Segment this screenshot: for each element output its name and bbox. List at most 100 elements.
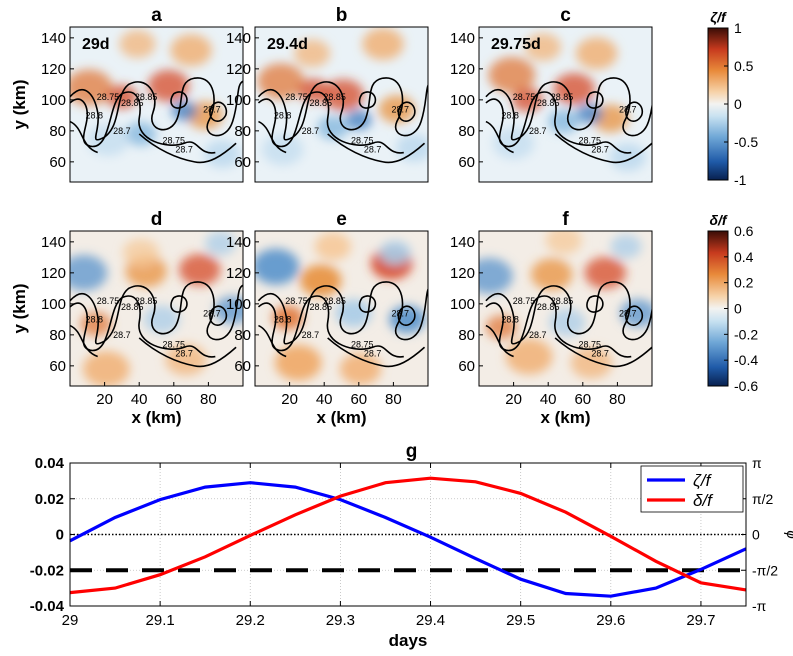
density-contour-1 xyxy=(485,91,632,154)
contour-label: 28.7 xyxy=(364,349,382,359)
field-feature xyxy=(492,127,535,160)
field-feature xyxy=(82,350,130,386)
density-contour-4 xyxy=(625,305,644,326)
density-contour-0 xyxy=(70,281,243,345)
field-feature xyxy=(545,231,582,255)
density-contours xyxy=(70,281,243,368)
y-tick-label: 120 xyxy=(41,265,66,282)
right-tick-label: 0 xyxy=(752,527,760,543)
field-feature xyxy=(505,338,553,375)
contour-label: 28.7 xyxy=(203,308,221,318)
legend: ζ/fδ/f xyxy=(640,465,744,513)
time-label-b: 29.4d xyxy=(267,36,308,53)
x-tick-label: 40 xyxy=(316,391,333,408)
contour-label: 28.75 xyxy=(285,296,308,306)
density-contour-1 xyxy=(485,295,632,358)
field-feature xyxy=(570,346,613,379)
density-contours xyxy=(70,77,243,164)
y-tick-label: 120 xyxy=(226,61,251,78)
x-tick-label: 80 xyxy=(385,391,402,408)
colorbar-tick-label: 0 xyxy=(734,96,742,112)
right-axis-label: ϕ xyxy=(783,530,793,538)
density-contours xyxy=(257,281,428,368)
field-blobs xyxy=(488,33,646,172)
colorbar-tick-label: 0.6 xyxy=(734,223,754,239)
y-tick-label: -0.04 xyxy=(30,598,65,615)
contour-label: 28.75 xyxy=(578,135,601,145)
y-tick-label: 120 xyxy=(450,265,475,282)
contour-label: 28.75 xyxy=(163,339,186,349)
contour-label: 28.7 xyxy=(364,145,382,155)
x-tick-label: 29.2 xyxy=(236,612,265,629)
x-tick-label: 29.4 xyxy=(416,612,445,629)
density-contours xyxy=(257,77,428,164)
y-tick-label: 60 xyxy=(234,358,251,375)
panel-frame xyxy=(478,26,653,183)
y-tick-label: 0 xyxy=(56,527,64,544)
y-tick-label: 100 xyxy=(41,92,66,109)
field-feature xyxy=(584,256,627,289)
colorbar-tick-label: 0.4 xyxy=(734,249,754,265)
colorbar-vort: ζ/f 1 0.5 0 -0.5 -1 xyxy=(707,9,758,188)
contour-label: 28.85 xyxy=(551,92,574,102)
panel-letter-f: f xyxy=(562,209,569,230)
field-feature xyxy=(479,257,513,294)
field-feature xyxy=(298,78,330,103)
map-panel-e: 28.7528.8528.7528.728.728.828.8528.7e608… xyxy=(226,209,429,427)
contour-label: 28.7 xyxy=(175,349,193,359)
field-feature xyxy=(379,240,411,265)
field-feature xyxy=(575,37,618,70)
field-feature xyxy=(214,296,243,325)
field-feature xyxy=(70,69,113,106)
field-feature xyxy=(255,248,300,285)
contour-label: 28.7 xyxy=(619,308,637,318)
density-contour-2 xyxy=(485,324,652,368)
density-contour-0 xyxy=(485,77,652,141)
x-tick-label: 40 xyxy=(131,391,148,408)
panel-frame xyxy=(254,230,429,387)
y-tick-label: 0.02 xyxy=(35,491,64,508)
panel-frame xyxy=(478,230,653,387)
panel-letter-e: e xyxy=(336,209,347,230)
x-tick-label: 40 xyxy=(540,391,557,408)
field-feature xyxy=(553,73,595,105)
contour-label: 28.8 xyxy=(85,314,103,324)
field-feature xyxy=(125,121,157,146)
density-contours xyxy=(485,77,652,164)
contour-label: 28.75 xyxy=(97,92,120,102)
panel-letter-g: g xyxy=(406,441,418,462)
contour-label: 28.7 xyxy=(529,126,547,136)
time-label-c: 29.75d xyxy=(491,36,541,53)
contour-label: 28.8 xyxy=(501,314,519,324)
x-tick-label: 29.1 xyxy=(146,612,175,629)
y-tick-label: 60 xyxy=(234,154,251,171)
y-tick-label: 120 xyxy=(450,61,475,78)
density-contour-2 xyxy=(70,120,237,164)
y-tick-label: 140 xyxy=(450,234,475,251)
contour-label: 28.7 xyxy=(302,126,320,136)
x-tick-label: 29.6 xyxy=(596,612,625,629)
colorbar-tick-label: -1 xyxy=(734,172,747,188)
contour-label: 28.8 xyxy=(501,110,519,120)
field-feature xyxy=(87,124,129,157)
density-contour-1 xyxy=(257,295,404,358)
series-line-vorticity xyxy=(69,481,747,598)
field-feature xyxy=(322,79,365,112)
density-contour-4 xyxy=(209,305,228,326)
field-feature xyxy=(362,28,404,61)
contour-label: 28.7 xyxy=(203,104,221,114)
contour-label: 28.85 xyxy=(309,302,332,312)
contour-label: 28.8 xyxy=(274,110,292,120)
field-feature xyxy=(171,100,198,121)
colorbar-tick-label: 1 xyxy=(734,20,742,36)
field-divergence xyxy=(479,231,652,386)
map-panel-b: 28.7528.8528.7528.728.728.828.8528.7b29.… xyxy=(226,5,429,183)
colorbar-tick-label: -0.2 xyxy=(734,326,758,342)
density-contour-0 xyxy=(485,281,652,345)
field-feature xyxy=(119,30,156,59)
y-tick-label: 120 xyxy=(226,265,251,282)
x-tick-label: 29.7 xyxy=(686,612,715,629)
field-feature xyxy=(143,305,180,334)
colorbar-tick-label: 0 xyxy=(734,301,742,317)
